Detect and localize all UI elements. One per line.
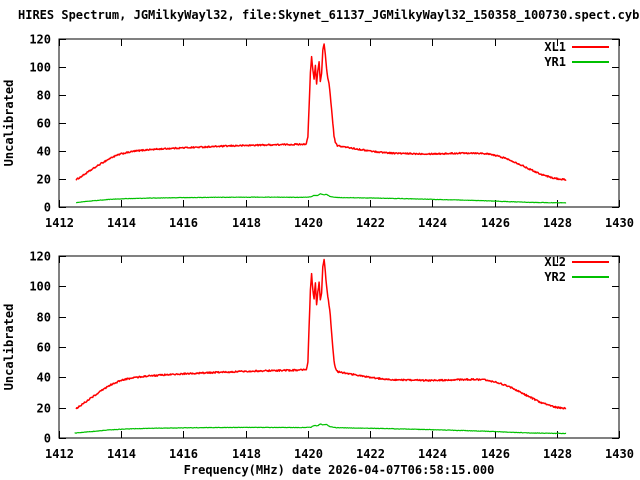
legend-item-xl1: XL1 [544,40,609,54]
legend-item-xl2: XL2 [544,255,609,269]
plot-border [58,38,620,208]
y-tick-label: 20 [37,402,51,416]
y-tick-label: 0 [44,432,51,446]
y-tick-label: 20 [37,173,51,187]
legend-line-sample-yr1 [572,61,609,63]
plot-border [58,255,620,439]
x-tick-label: 1422 [356,216,385,230]
x-tick-label: 1412 [45,447,74,461]
y-tick-label: 80 [37,311,51,325]
x-tick-label: 1414 [107,216,136,230]
y-tick-label: 80 [37,89,51,103]
x-tick-label: 1430 [605,447,634,461]
y-tick-label: 0 [44,201,51,215]
legend-label-xl1: XL1 [544,40,566,54]
y-axis-label-bottom: Uncalibrated [2,303,16,391]
series-line-yr1 [75,193,567,204]
legend-label-xl2: XL2 [544,255,566,269]
y-tick-label: 40 [37,145,51,159]
x-tick-label: 1424 [418,447,447,461]
x-tick-label: 1428 [543,447,572,461]
y-tick-label: 60 [37,341,51,355]
x-tick-label: 1416 [169,216,198,230]
x-tick-label: 1420 [294,447,323,461]
y-tick-label: 120 [29,33,51,47]
legend-item-yr1: YR1 [544,55,609,69]
y-tick-label: 60 [37,117,51,131]
x-tick-label: 1414 [107,447,136,461]
legend-line-sample-xl2 [572,261,609,263]
x-tick-label: 1418 [232,216,261,230]
series-line-yr2 [74,423,567,435]
x-tick-label: 1418 [232,447,261,461]
y-tick-label: 100 [29,61,51,75]
y-tick-label: 100 [29,280,51,294]
series-line-xl2 [75,258,567,410]
legend-label-yr1: YR1 [544,55,566,69]
y-tick-label: 40 [37,371,51,385]
legend-line-sample-xl1 [572,46,609,48]
series-line-xl1 [75,43,567,181]
x-tick-label: 1426 [481,447,510,461]
legend-label-yr2: YR2 [544,270,566,284]
x-tick-label: 1426 [481,216,510,230]
y-axis-label-top: Uncalibrated [2,79,16,167]
x-axis-caption: Frequency(MHz) date 2026-04-07T06:58:15.… [183,463,495,477]
x-tick-label: 1428 [543,216,572,230]
x-tick-label: 1412 [45,216,74,230]
x-tick-label: 1430 [605,216,634,230]
x-tick-label: 1422 [356,447,385,461]
legend-line-sample-yr2 [572,276,609,278]
x-tick-label: 1424 [418,216,447,230]
x-tick-label: 1416 [169,447,198,461]
x-tick-label: 1420 [294,216,323,230]
y-tick-label: 120 [29,250,51,264]
legend-item-yr2: YR2 [544,270,609,284]
plot-title: HIRES Spectrum, JGMilkyWayl32, file:Skyn… [18,8,640,22]
